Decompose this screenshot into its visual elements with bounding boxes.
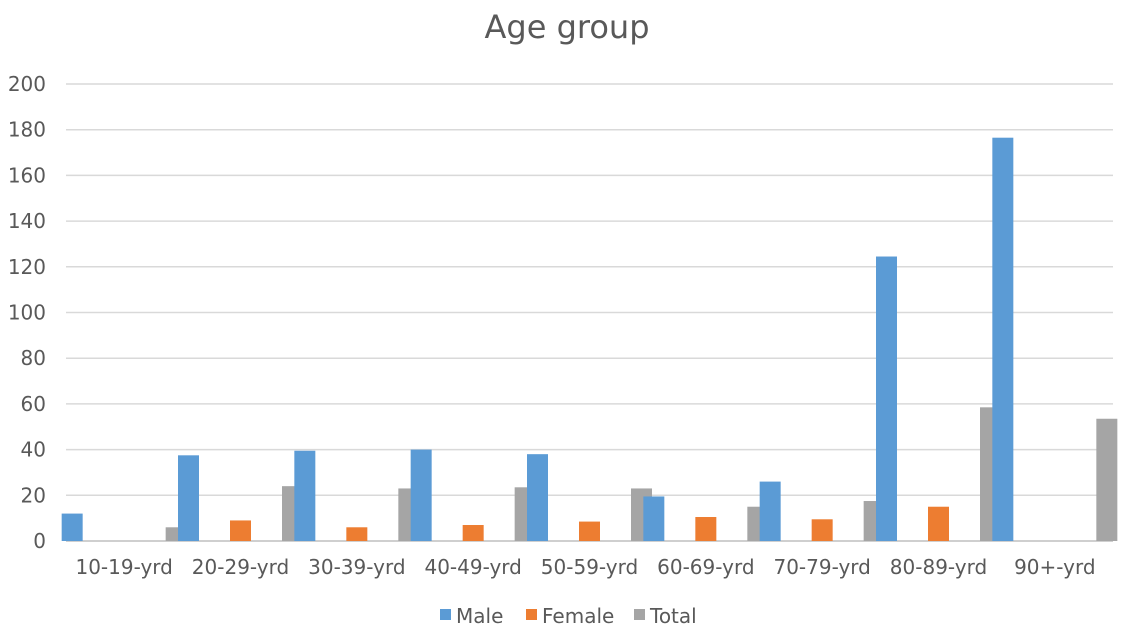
x-tick-label: 80-89-yrd [890,555,987,579]
y-tick-label: 160 [8,163,46,187]
y-tick-label: 100 [8,301,46,325]
y-tick-label: 40 [21,438,46,462]
bar-female-50-59-yrd [579,521,600,541]
y-tick-label: 60 [21,392,46,416]
legend-swatch-female [526,609,537,620]
bar-male-90+-yrd [992,137,1014,541]
legend-swatch-total [634,609,645,620]
gridlines [66,83,1113,542]
x-axis-categories: 10-19-yrd 20-29-yrd 30-39-yrd 40-49-yrd 50-5… [75,555,1095,579]
y-tick-label: 20 [21,483,46,507]
legend: Male Female Total [440,604,697,628]
bar-male-20-29-yrd [178,455,199,541]
legend-swatch-male [440,609,451,620]
y-axis-ticks: 0 20 40 60 80 100 120 140 160 180 200 [8,72,46,553]
y-tick-label: 180 [8,118,46,142]
x-tick-label: 40-49-yrd [424,555,521,579]
y-tick-label: 200 [8,72,46,96]
y-tick-label: 120 [8,255,46,279]
bar-male-60-69-yrd [643,496,665,541]
x-tick-label: 70-79-yrd [773,555,870,579]
bar-female-30-39-yrd [346,527,368,541]
bar-male-70-79-yrd [759,481,781,541]
legend-label-female: Female [542,604,614,628]
bar-female-80-89-yrd [928,506,949,541]
bar-total-90+-yrd [1096,418,1118,541]
bar-male-40-49-yrd [410,449,432,541]
legend-label-total: Total [649,604,697,628]
y-tick-label: 80 [21,346,46,370]
bars [61,137,1118,541]
x-tick-label: 90+-yrd [1014,555,1095,579]
bar-male-50-59-yrd [527,454,548,541]
chart-title: Age group [485,8,650,46]
x-tick-label: 50-59-yrd [541,555,638,579]
x-tick-label: 30-39-yrd [308,555,405,579]
bar-male-30-39-yrd [294,450,316,541]
bar-female-70-79-yrd [811,519,833,541]
bar-male-80-89-yrd [876,256,897,541]
legend-label-male: Male [456,604,503,628]
y-tick-label: 0 [33,529,46,553]
x-tick-label: 20-29-yrd [192,555,289,579]
bar-female-20-29-yrd [230,520,251,541]
x-tick-label: 10-19-yrd [75,555,172,579]
bar-female-40-49-yrd [462,525,484,541]
bar-male-10-19-yrd [61,513,83,541]
bar-female-60-69-yrd [695,517,717,541]
y-tick-label: 140 [8,209,46,233]
x-tick-label: 60-69-yrd [657,555,754,579]
